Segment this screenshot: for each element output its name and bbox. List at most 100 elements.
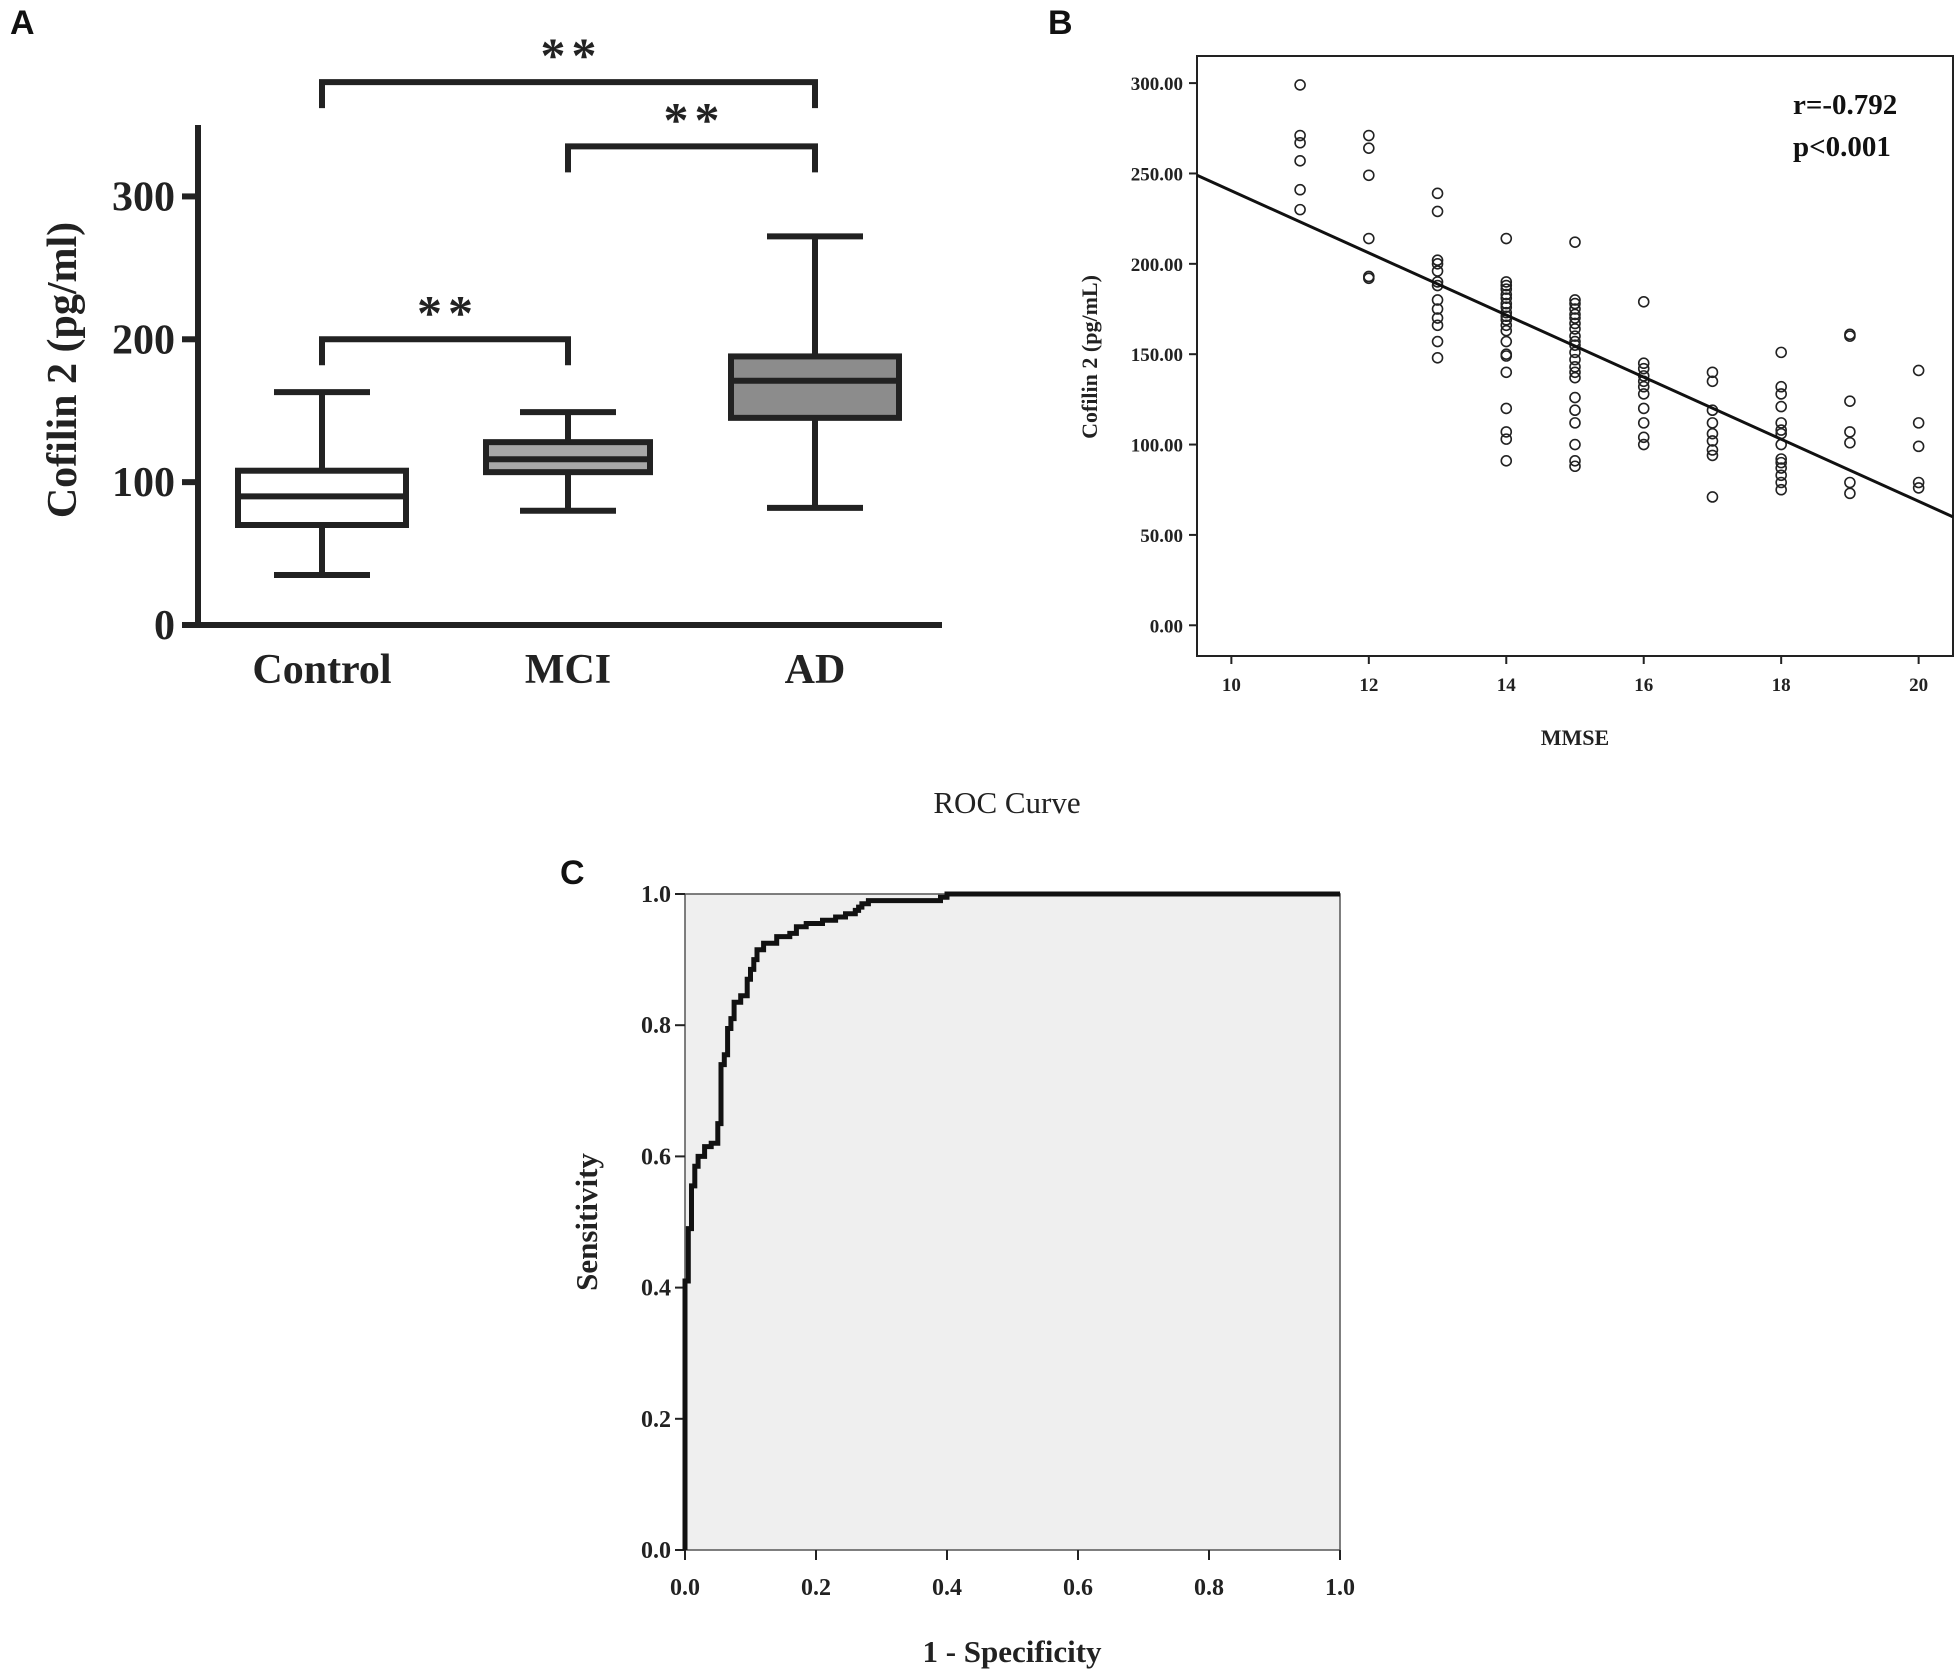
b-data-point bbox=[1500, 276, 1513, 288]
c-y-tick-label: 0.2 bbox=[641, 1407, 671, 1433]
b-data-point bbox=[1775, 453, 1787, 465]
b-data-point bbox=[1294, 183, 1306, 196]
b-data-point bbox=[1431, 319, 1444, 332]
b-y-tick-label: 150.00 bbox=[1131, 345, 1183, 366]
b-data-point bbox=[1569, 312, 1581, 324]
b-stat-p: p<0.001 bbox=[1793, 131, 1891, 163]
b-data-point bbox=[1500, 350, 1513, 362]
b-data-point bbox=[1431, 335, 1444, 348]
b-data-point bbox=[1912, 476, 1925, 489]
c-y-tick-label: 0.4 bbox=[641, 1276, 671, 1302]
b-data-point bbox=[1569, 308, 1581, 321]
box-mci: MCI bbox=[483, 409, 653, 693]
b-data-point bbox=[1569, 353, 1581, 366]
b-y-axis-label: Cofilin 2 (pg/mL) bbox=[1077, 275, 1102, 439]
b-data-point bbox=[1844, 426, 1856, 438]
c-plot-area bbox=[684, 893, 1341, 1551]
b-data-point bbox=[1844, 487, 1856, 500]
b-data-point bbox=[1294, 79, 1306, 91]
c-title: ROC Curve bbox=[933, 785, 1080, 820]
b-data-point bbox=[1500, 366, 1513, 379]
c-x-tick-label: 0.8 bbox=[1194, 1575, 1224, 1601]
c-y-tick-label: 0.8 bbox=[641, 1013, 671, 1039]
b-regression-line bbox=[1196, 173, 1954, 519]
b-data-point bbox=[1569, 323, 1581, 335]
b-data-point bbox=[1706, 444, 1719, 456]
b-data-point bbox=[1775, 388, 1787, 400]
c-x-tick-label: 0.2 bbox=[801, 1575, 831, 1601]
b-data-point bbox=[1912, 482, 1925, 494]
significance-label: ** bbox=[417, 284, 479, 340]
b-data-point bbox=[1775, 380, 1787, 393]
a-y-tick-label: 0 bbox=[154, 603, 175, 649]
b-data-point bbox=[1431, 254, 1444, 267]
b-data-point bbox=[1500, 279, 1513, 292]
b-data-point bbox=[1431, 258, 1444, 270]
a-category-label: MCI bbox=[525, 647, 611, 693]
b-data-point bbox=[1706, 427, 1719, 440]
b-data-point bbox=[1912, 440, 1925, 453]
b-data-point bbox=[1844, 330, 1856, 342]
roc-curve-panel: ROC Curve 0.0 0.2 0.4 0.6 0.8 1.0 0.0 0.2 0.4 0.6… bbox=[569, 785, 1355, 1669]
c-x-tick-label: 0.6 bbox=[1063, 1575, 1093, 1601]
b-data-point bbox=[1775, 483, 1787, 496]
b-data-point bbox=[1500, 288, 1513, 301]
c-y-tick-label: 0.0 bbox=[641, 1538, 671, 1564]
b-data-point bbox=[1363, 129, 1375, 142]
b-data-point bbox=[1637, 402, 1650, 415]
b-y-tick-label: 0.00 bbox=[1150, 616, 1183, 637]
b-data-point bbox=[1637, 362, 1650, 375]
b-data-point bbox=[1294, 155, 1306, 167]
b-data-point bbox=[1294, 203, 1306, 216]
b-stat-r: r=-0.792 bbox=[1793, 89, 1897, 121]
b-x-tick-label: 16 bbox=[1634, 675, 1653, 696]
b-data-point bbox=[1500, 232, 1513, 245]
b-data-point bbox=[1775, 462, 1787, 474]
b-data-point bbox=[1500, 426, 1513, 438]
b-data-point bbox=[1775, 417, 1787, 429]
a-y-tick-label: 200 bbox=[112, 317, 175, 363]
b-data-point bbox=[1363, 272, 1375, 285]
b-data-point bbox=[1775, 469, 1787, 482]
b-data-point bbox=[1363, 232, 1375, 245]
b-data-point bbox=[1569, 297, 1581, 310]
panel-label-b: B bbox=[1048, 4, 1073, 42]
c-x-axis-label: 1 - Specificity bbox=[922, 1634, 1102, 1669]
b-x-tick-label: 10 bbox=[1222, 675, 1241, 696]
b-data-point bbox=[1637, 295, 1650, 308]
b-data-point bbox=[1431, 187, 1444, 200]
b-data-point bbox=[1500, 283, 1513, 295]
c-y-tick-label: 0.6 bbox=[641, 1144, 671, 1170]
b-x-tick-label: 12 bbox=[1359, 675, 1378, 696]
b-data-point bbox=[1431, 205, 1444, 218]
b-data-point bbox=[1500, 433, 1513, 445]
b-data-point bbox=[1844, 476, 1856, 489]
b-data-point bbox=[1706, 435, 1719, 447]
c-x-tick-label: 0.4 bbox=[932, 1575, 962, 1601]
b-data-point bbox=[1637, 438, 1650, 451]
box-plot-panel: 0 100 200 300 Control MCI AD ** ** ** Cofilin 2… bbox=[40, 27, 942, 693]
bracket-line bbox=[319, 79, 818, 109]
b-data-point bbox=[1912, 364, 1925, 377]
box-ad: AD bbox=[728, 233, 902, 693]
b-data-point bbox=[1637, 388, 1650, 400]
b-data-point bbox=[1844, 395, 1856, 407]
b-data-point bbox=[1500, 324, 1513, 337]
significance-label: ** bbox=[541, 27, 603, 83]
significance-bracket: ** bbox=[319, 27, 818, 109]
a-category-label: Control bbox=[252, 647, 391, 693]
b-data-point bbox=[1706, 366, 1719, 379]
b-data-point bbox=[1431, 265, 1444, 277]
b-y-tick-label: 100.00 bbox=[1131, 436, 1183, 457]
b-data-point bbox=[1500, 402, 1513, 415]
bracket-line bbox=[565, 143, 818, 173]
b-data-point bbox=[1500, 292, 1513, 304]
b-data-point bbox=[1637, 431, 1650, 444]
b-data-point bbox=[1569, 317, 1581, 330]
roc-curve-line bbox=[682, 891, 1340, 1550]
b-data-point bbox=[1912, 417, 1925, 429]
b-data-point bbox=[1569, 404, 1581, 417]
b-data-point bbox=[1569, 236, 1581, 248]
b-x-tick-label: 18 bbox=[1772, 675, 1791, 696]
